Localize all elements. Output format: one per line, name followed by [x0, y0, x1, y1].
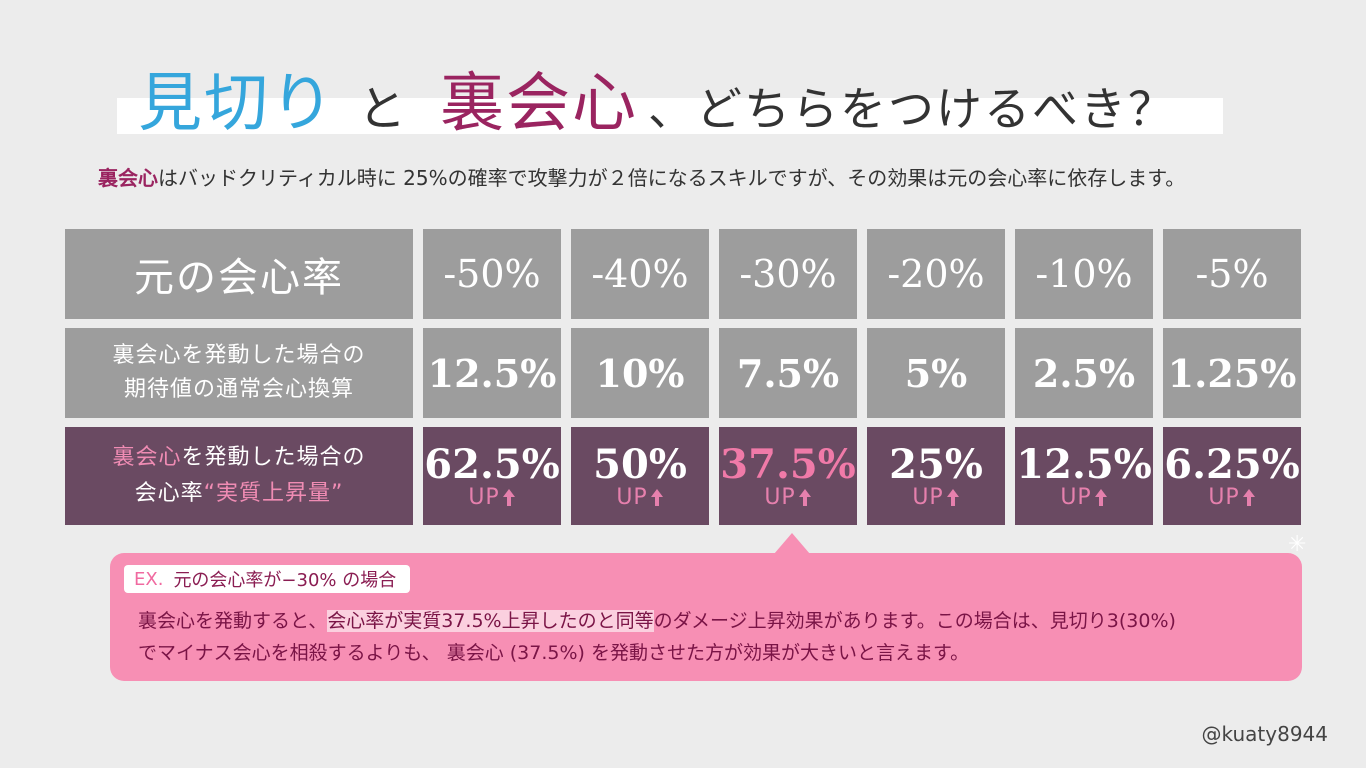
header-value: -20%: [887, 252, 985, 296]
up-label: UP: [764, 485, 796, 510]
arrow-up-icon: [946, 489, 960, 507]
row1-label-line1: 裏会心を発動した場合の: [112, 343, 366, 368]
row2-value: 6.25%: [1164, 441, 1300, 488]
row1-value: 12.5%: [427, 350, 557, 396]
sparkle-icon: ✳: [1288, 532, 1307, 557]
row2-value: 50%: [593, 441, 687, 488]
subtitle-text: はバッドクリティカル時に 25%の確率で攻撃力が２倍になるスキルですが、その効果…: [158, 166, 1186, 190]
header-value-cell: -40%: [571, 229, 709, 319]
example-body: 裏会心を発動すると、会心率が実質37.5%上昇したのと同等のダメージ上昇効果があ…: [138, 605, 1288, 669]
row2-label-line2: 会心率“実質上昇量”: [135, 476, 344, 512]
up-badge: UP: [616, 487, 663, 509]
header-value-cell: -5%: [1163, 229, 1301, 319]
example-title: 元の会心率が−30% の場合: [173, 570, 397, 591]
up-badge: UP: [1208, 487, 1255, 509]
row1-value-cell: 2.5%: [1015, 328, 1153, 418]
up-label: UP: [1208, 485, 1240, 510]
row1-value-cell: 7.5%: [719, 328, 857, 418]
row2-value: 25%: [889, 441, 983, 488]
row2-label-line1: 裏会心を発動した場合の: [112, 440, 365, 476]
header-value: -10%: [1035, 252, 1133, 296]
header-value-cell: -20%: [867, 229, 1005, 319]
row1-value: 10%: [595, 350, 685, 396]
row2-value: 37.5%: [720, 441, 856, 488]
title-urakaishin: 裏会心: [440, 67, 639, 141]
header-value-cell: -10%: [1015, 229, 1153, 319]
title-and: と: [358, 81, 407, 137]
title-band: [117, 98, 1223, 134]
example-line1-b: のダメージ上昇効果があります。この場合は、見切り3(30%): [653, 610, 1176, 632]
up-badge: UP: [764, 487, 811, 509]
row1-value: 1.25%: [1167, 350, 1297, 396]
row2-value-cell: 37.5% UP: [719, 427, 857, 525]
header-value-cell: -30%: [719, 229, 857, 319]
example-line1-mark: 会心率が実質37.5%上昇したのと同等: [327, 610, 654, 632]
header-label-cell: 元の会心率: [65, 229, 413, 319]
row2-value-cell: 12.5% UP: [1015, 427, 1153, 525]
row1-value-cell: 5%: [867, 328, 1005, 418]
example-line1: 裏会心を発動すると、会心率が実質37.5%上昇したのと同等のダメージ上昇効果があ…: [138, 605, 1288, 637]
arrow-up-icon: [1242, 489, 1256, 507]
author-credit: @kuaty8944: [1201, 722, 1328, 746]
up-label: UP: [1060, 485, 1092, 510]
header-value: -5%: [1195, 252, 1269, 296]
row1-value: 2.5%: [1032, 350, 1136, 396]
row1-value: 5%: [904, 350, 968, 396]
arrow-up-icon: [798, 489, 812, 507]
title-question: 、どちらをつけるべき？: [648, 82, 1177, 136]
row2-value: 12.5%: [1016, 441, 1152, 488]
row2-value-cell: 6.25% UP: [1163, 427, 1301, 525]
row2-label-line2-pink: “実質上昇量”: [203, 481, 344, 506]
example-line1-a: 裏会心を発動すると、: [138, 610, 328, 632]
arrow-up-icon: [502, 489, 516, 507]
page-title: 見切り と 裏会心 、どちらをつけるべき？: [138, 52, 1176, 141]
row2-value-cell: 62.5% UP: [423, 427, 561, 525]
example-callout: EX. 元の会心率が−30% の場合 裏会心を発動すると、会心率が実質37.5%…: [110, 553, 1302, 681]
header-value: -40%: [591, 252, 689, 296]
up-badge: UP: [1060, 487, 1107, 509]
header-value: -30%: [739, 252, 837, 296]
subtitle-highlight: 裏会心: [98, 166, 158, 190]
row1-value-cell: 1.25%: [1163, 328, 1301, 418]
row2-label-line2-plain: 会心率: [134, 481, 204, 506]
up-badge: UP: [912, 487, 959, 509]
row1-value-cell: 12.5%: [423, 328, 561, 418]
row1-label-cell: 裏会心を発動した場合の 期待値の通常会心換算: [65, 328, 413, 418]
header-label: 元の会心率: [134, 255, 344, 301]
callout-pointer: [774, 533, 810, 554]
up-label: UP: [468, 485, 500, 510]
row2-label-cell: 裏会心を発動した場合の 会心率“実質上昇量”: [65, 427, 413, 525]
row2-label-pink: 裏会心: [112, 445, 182, 470]
row1-value: 7.5%: [736, 350, 840, 396]
example-line2: でマイナス会心を相殺するよりも、 裏会心 (37.5%) を発動させた方が効果が…: [138, 642, 970, 664]
title-mikiri: 見切り: [138, 67, 336, 141]
subtitle: 裏会心はバッドクリティカル時に 25%の確率で攻撃力が２倍になるスキルですが、そ…: [98, 162, 1185, 191]
row1-value-cell: 10%: [571, 328, 709, 418]
row2-value-cell: 50% UP: [571, 427, 709, 525]
arrow-up-icon: [1094, 489, 1108, 507]
up-label: UP: [912, 485, 944, 510]
header-value-cell: -50%: [423, 229, 561, 319]
up-label: UP: [616, 485, 648, 510]
row2-value-cell: 25% UP: [867, 427, 1005, 525]
header-value: -50%: [443, 252, 541, 296]
up-badge: UP: [468, 487, 515, 509]
row1-label-line2: 期待値の通常会心換算: [123, 377, 354, 402]
row2-label-line1-rest: を発動した場合の: [181, 445, 366, 470]
example-prefix: EX.: [134, 568, 164, 590]
row2-value: 62.5%: [424, 441, 560, 488]
example-tag: EX. 元の会心率が−30% の場合: [124, 565, 411, 593]
arrow-up-icon: [650, 489, 664, 507]
